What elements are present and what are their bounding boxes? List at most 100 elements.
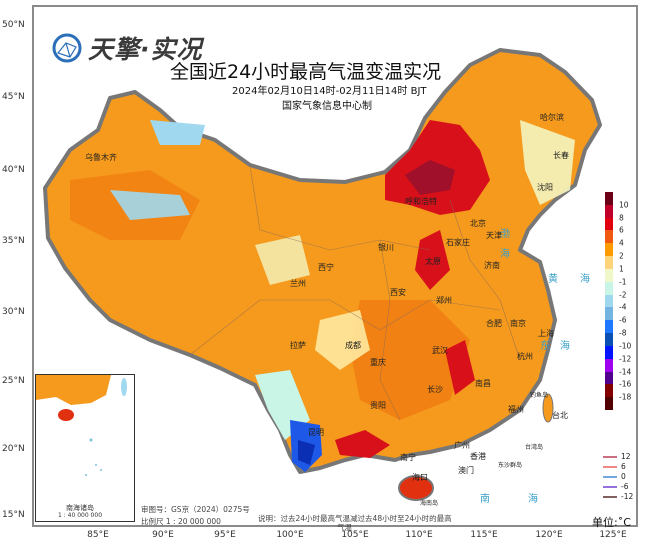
- map-review-number: 审图号：GS京（2024）0275号: [141, 505, 250, 514]
- city-label: 台北: [552, 411, 568, 420]
- city-label: 兰州: [290, 279, 306, 288]
- sea-label: 渤: [500, 229, 510, 240]
- city-label: 东沙群岛: [498, 462, 523, 469]
- city-label: 沈阳: [537, 183, 553, 192]
- city-label: 福州: [508, 405, 524, 414]
- hainan-island: [398, 475, 434, 501]
- city-label: 昆明: [308, 428, 324, 437]
- city-label: 南宁: [400, 453, 416, 462]
- colorbar-label: -12: [619, 354, 632, 364]
- latitude-label: 45°N: [2, 92, 25, 102]
- city-label: 济南: [484, 261, 500, 270]
- longitude-label: 105°E: [341, 530, 369, 540]
- colorbar-swatch: [605, 268, 613, 283]
- map-scale: 比例尺 1 : 20 000 000: [141, 517, 221, 526]
- latitude-label: 50°N: [2, 20, 25, 30]
- longitude-label: 100°E: [276, 530, 304, 540]
- colorbar-swatch: [605, 397, 613, 411]
- line-legend-item: 6: [603, 462, 626, 471]
- colorbar-swatch: [605, 333, 613, 347]
- city-label: 海南岛: [420, 500, 439, 507]
- colorbar-swatch: [605, 204, 613, 219]
- colorbar-label: 4: [619, 238, 624, 248]
- city-label: 香港: [470, 452, 486, 461]
- line-swatch: [603, 475, 617, 478]
- city-label: 拉萨: [290, 341, 306, 350]
- colorbar-swatch: [605, 192, 613, 206]
- colorbar-legend: 10 8 6 4 2 1 -1 -2 -4 -6 -8 -10 -12 -14 -16 -18: [605, 192, 645, 411]
- latitude-label: 35°N: [2, 236, 25, 246]
- latitude-label: 40°N: [2, 165, 25, 175]
- city-label: 石家庄: [446, 238, 470, 247]
- colorbar-swatch: [605, 281, 613, 296]
- colorbar-label: -1: [619, 277, 627, 287]
- line-swatch: [603, 465, 617, 468]
- city-label: 长春: [553, 151, 569, 160]
- line-legend-label: -12: [621, 492, 634, 501]
- colorbar-swatch: [605, 256, 613, 270]
- colorbar-label: -4: [619, 302, 627, 312]
- city-label: 银川: [378, 243, 394, 252]
- longitude-label: 95°E: [214, 530, 236, 540]
- line-legend-item: 0: [603, 472, 626, 481]
- city-label: 乌鲁木齐: [85, 153, 117, 162]
- line-legend-label: 0: [621, 472, 626, 481]
- colorbar-swatch: [605, 371, 613, 385]
- city-label: 西安: [390, 288, 406, 297]
- colorbar-swatch: [605, 230, 613, 244]
- colorbar-swatch: [605, 384, 613, 398]
- city-label: 北京: [470, 219, 486, 228]
- line-legend-item: -6: [603, 482, 628, 491]
- sea-label: 海: [560, 341, 570, 352]
- city-label: 呼和浩特: [405, 197, 437, 206]
- colorbar-label: 6: [619, 225, 624, 235]
- sea-label: 海: [528, 494, 538, 505]
- line-legend-label: 12: [621, 452, 631, 461]
- inset-scale: 1 : 40 000 000: [58, 512, 103, 519]
- latitude-label: 20°N: [2, 444, 25, 454]
- inset-title: 南海诸岛: [66, 504, 94, 512]
- south-china-sea-inset: 南海诸岛 1 : 40 000 000: [35, 374, 135, 522]
- city-label: 南昌: [475, 379, 491, 388]
- line-legend-item: 12: [603, 452, 631, 461]
- colorbar-label: -18: [619, 392, 632, 402]
- colorbar-swatch: [605, 358, 613, 373]
- colorbar-label: 2: [619, 251, 624, 261]
- city-label: 台湾岛: [525, 444, 544, 451]
- colorbar-label: 10: [619, 200, 629, 210]
- producer-label: 国家气象信息中心制: [282, 101, 372, 112]
- city-label: 西宁: [318, 263, 334, 272]
- city-label: 郑州: [436, 296, 452, 305]
- colorbar-swatch: [605, 307, 613, 321]
- line-legend-label: 6: [621, 462, 626, 471]
- longitude-label: 115°E: [470, 530, 498, 540]
- sea-label: 东: [540, 341, 550, 352]
- sea-label: 黄: [548, 274, 558, 285]
- colorbar-label: -6: [619, 315, 627, 325]
- longitude-label: 125°E: [599, 530, 627, 540]
- sea-label: 海: [580, 274, 590, 285]
- latitude-label: 30°N: [2, 307, 25, 317]
- line-swatch: [603, 455, 617, 458]
- city-label: 南京: [510, 319, 526, 328]
- colorbar-label: -2: [619, 290, 627, 300]
- city-label: 杭州: [517, 352, 533, 361]
- longitude-label: 120°E: [535, 530, 563, 540]
- city-label: 澳门: [458, 466, 474, 475]
- globe-network-icon: [52, 33, 82, 63]
- colorbar-label: -10: [619, 341, 632, 351]
- city-label: 贵阳: [370, 401, 386, 410]
- sea-label: 南: [480, 494, 490, 505]
- sea-label: 海: [500, 249, 510, 260]
- city-label: 哈尔滨: [540, 113, 564, 122]
- colorbar-label: 8: [619, 213, 624, 223]
- city-label: 武汉: [432, 346, 448, 355]
- colorbar-label: 1: [619, 264, 624, 274]
- logo-text: 天擎·实况: [88, 35, 203, 64]
- city-label: 重庆: [370, 358, 386, 367]
- latitude-label: 25°N: [2, 376, 25, 386]
- map-title: 全国近24小时最高气温变温实况: [170, 61, 442, 83]
- colorbar-swatch: [605, 320, 613, 334]
- line-legend-item: -12: [603, 492, 633, 501]
